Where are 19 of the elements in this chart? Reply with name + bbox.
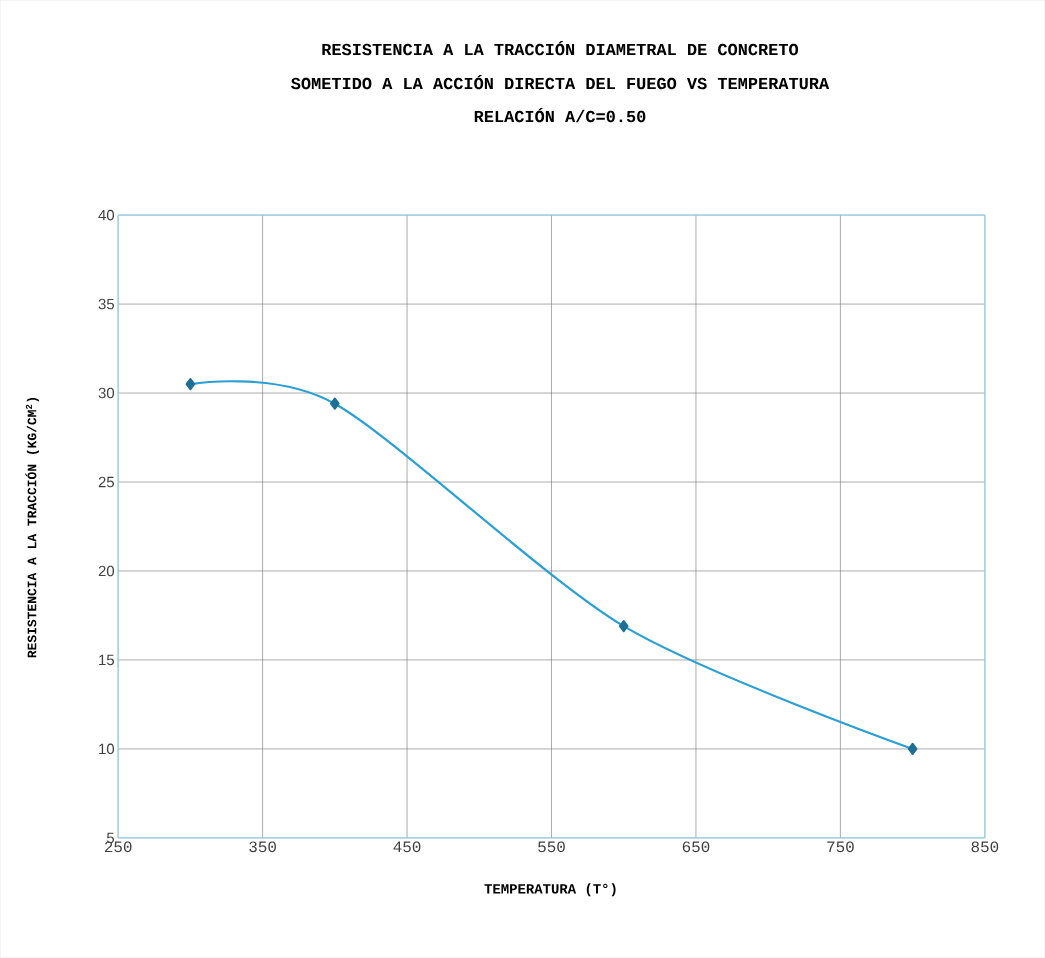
chart-title: RESISTENCIA A LA TRACCIÓN DIAMETRAL DE CONCRETO — [322, 41, 799, 56]
y-tick-label: 35 — [98, 298, 115, 310]
y-axis-title: RESISTENCIA A LA TRACCIÓN (KG/CM$^{2}$) — [25, 398, 39, 658]
y-tick-label: 20 — [98, 565, 115, 577]
y-tick-label: 15 — [99, 654, 115, 666]
text: SOMETIDO A LA ACCIÓN DIRECTA DEL FUEGO VS TEMPERATURA — [291, 75, 830, 90]
y-tick-label: 30 — [98, 387, 115, 399]
x-tick-label: 650 — [682, 841, 710, 853]
x-tick-label: 250 — [104, 841, 132, 853]
x-tick-label: 750 — [827, 841, 854, 853]
y-tick-label: 25 — [98, 476, 115, 488]
x-tick-label: 450 — [393, 841, 421, 853]
x-tick-label: 850 — [971, 841, 999, 853]
y-tick-label: 10 — [99, 743, 115, 755]
text: RELACIÓN A/C=0.50 — [474, 108, 646, 123]
x-tick-label: 350 — [249, 841, 276, 853]
y-tick-label: 40 — [98, 209, 115, 221]
x-axis-title: TEMPERATURA (T°) — [484, 883, 616, 897]
x-tick-label: 550 — [538, 841, 565, 853]
